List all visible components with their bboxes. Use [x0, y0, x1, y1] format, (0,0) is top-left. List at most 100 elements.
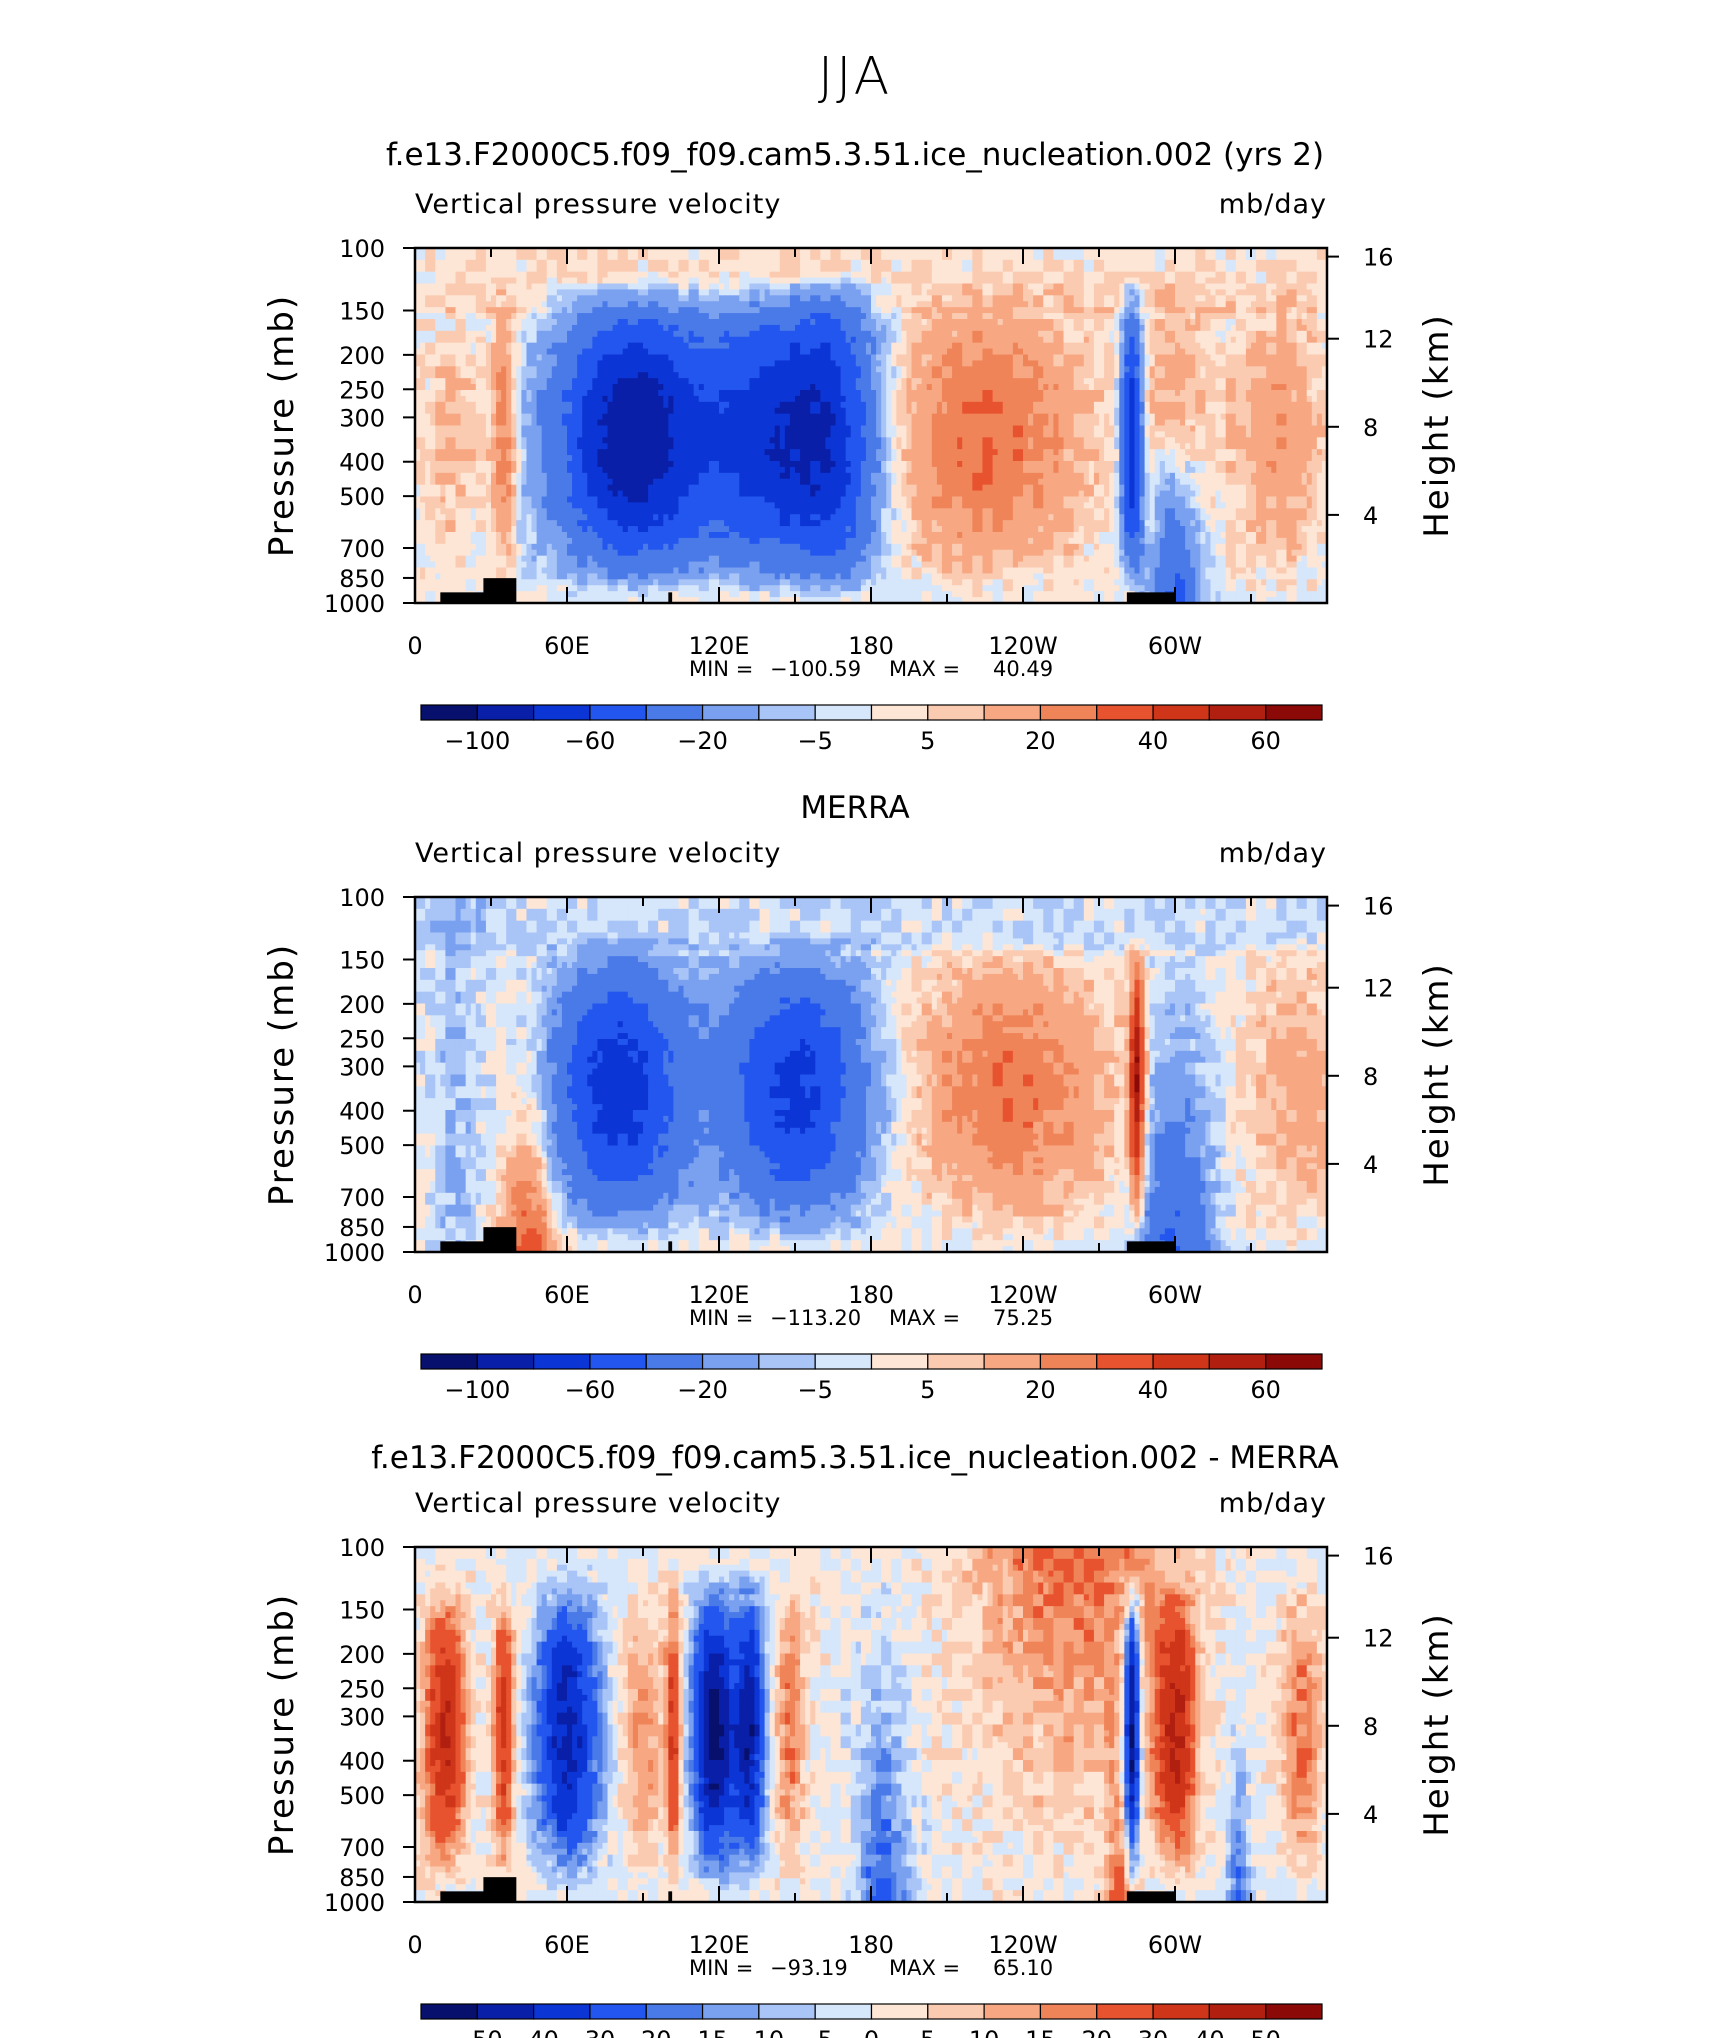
heatmap-cell [1195, 301, 1201, 308]
heatmap-cell [1160, 289, 1166, 296]
heatmap-cell [572, 331, 578, 338]
heatmap-cell [770, 319, 776, 326]
heatmap-cell [1064, 331, 1070, 338]
heatmap-cell [1170, 331, 1176, 338]
heatmap-cell [1028, 278, 1034, 285]
heatmap-cell [947, 284, 953, 291]
heatmap-cell [476, 349, 482, 356]
heatmap-cell [689, 278, 695, 285]
heatmap-cell [501, 307, 507, 314]
heatmap-cell [1261, 272, 1267, 279]
heatmap-cell [754, 349, 760, 356]
heatmap-cell [805, 278, 811, 285]
heatmap-cell [881, 319, 887, 326]
heatmap-cell [1216, 260, 1222, 267]
heatmap-cell [552, 349, 558, 356]
heatmap-cell [521, 313, 527, 320]
heatmap-cell [1099, 319, 1105, 326]
heatmap-cell [770, 278, 776, 285]
heatmap-cell [1292, 289, 1298, 296]
heatmap-cell [982, 289, 988, 296]
heatmap-cell [967, 319, 973, 326]
heatmap-cell [547, 319, 553, 326]
heatmap-cell [562, 343, 568, 350]
heatmap-cell [1170, 278, 1176, 285]
heatmap-cell [972, 319, 978, 326]
heatmap-cell [932, 337, 938, 344]
heatmap-cell [516, 272, 522, 279]
heatmap-cell [501, 301, 507, 308]
heatmap-cell [689, 284, 695, 291]
heatmap-cell [952, 349, 958, 356]
heatmap-cell [1312, 307, 1318, 314]
heatmap-cell [623, 325, 629, 332]
heatmap-cell [901, 278, 907, 285]
heatmap-cell [1033, 349, 1039, 356]
heatmap-cell [643, 337, 649, 344]
heatmap-cell [577, 325, 583, 332]
heatmap-cell [471, 349, 477, 356]
heatmap-cell [1276, 260, 1282, 267]
heatmap-cell [638, 331, 644, 338]
heatmap-cell [1048, 254, 1054, 261]
heatmap-cell [1119, 266, 1125, 273]
heatmap-cell [602, 272, 608, 279]
heatmap-cell [456, 272, 462, 279]
heatmap-cell [760, 331, 766, 338]
heatmap-cell [856, 266, 862, 273]
heatmap-cell [1028, 331, 1034, 338]
heatmap-cell [643, 301, 649, 308]
heatmap-cell [785, 343, 791, 350]
heatmap-cell [699, 278, 705, 285]
heatmap-cell [871, 278, 877, 285]
heatmap-cell [1180, 325, 1186, 332]
heatmap-cell [1216, 289, 1222, 296]
heatmap-cell [1286, 272, 1292, 279]
heatmap-cell [694, 325, 700, 332]
heatmap-cell [825, 337, 831, 344]
heatmap-cell [881, 295, 887, 302]
heatmap-cell [967, 307, 973, 314]
heatmap-cell [699, 284, 705, 291]
heatmap-cell [1140, 301, 1146, 308]
heatmap-cell [699, 289, 705, 296]
heatmap-cell [775, 349, 781, 356]
heatmap-cell [608, 325, 614, 332]
heatmap-cell [982, 307, 988, 314]
heatmap-cell [830, 289, 836, 296]
heatmap-cell [1109, 325, 1115, 332]
heatmap-cell [602, 343, 608, 350]
heatmap-cell [542, 278, 548, 285]
heatmap-cell [800, 278, 806, 285]
heatmap-cell [972, 343, 978, 350]
heatmap-cell [537, 331, 543, 338]
heatmap-cell [1190, 313, 1196, 320]
heatmap-cell [537, 313, 543, 320]
heatmap-cell [1256, 284, 1262, 291]
heatmap-cell [1292, 266, 1298, 273]
heatmap-cell [663, 289, 669, 296]
heatmap-cell [461, 278, 467, 285]
heatmap-cell [486, 331, 492, 338]
heatmap-cell [445, 295, 451, 302]
heatmap-cell [901, 260, 907, 267]
heatmap-cell [450, 325, 456, 332]
heatmap-cell [1018, 278, 1024, 285]
heatmap-cell [1094, 301, 1100, 308]
heatmap-cell [582, 260, 588, 267]
heatmap-cell [739, 349, 745, 356]
heatmap-cell [618, 266, 624, 273]
heatmap-cell [785, 289, 791, 296]
heatmap-cell [856, 325, 862, 332]
heatmap-cell [587, 266, 593, 273]
heatmap-cell [972, 307, 978, 314]
heatmap-cell [1231, 301, 1237, 308]
heatmap-cell [618, 325, 624, 332]
heatmap-cell [486, 349, 492, 356]
heatmap-cell [993, 289, 999, 296]
heatmap-cell [1069, 349, 1075, 356]
heatmap-cell [1276, 331, 1282, 338]
heatmap-cell [658, 254, 664, 261]
heatmap-cell [800, 272, 806, 279]
heatmap-cell [699, 343, 705, 350]
